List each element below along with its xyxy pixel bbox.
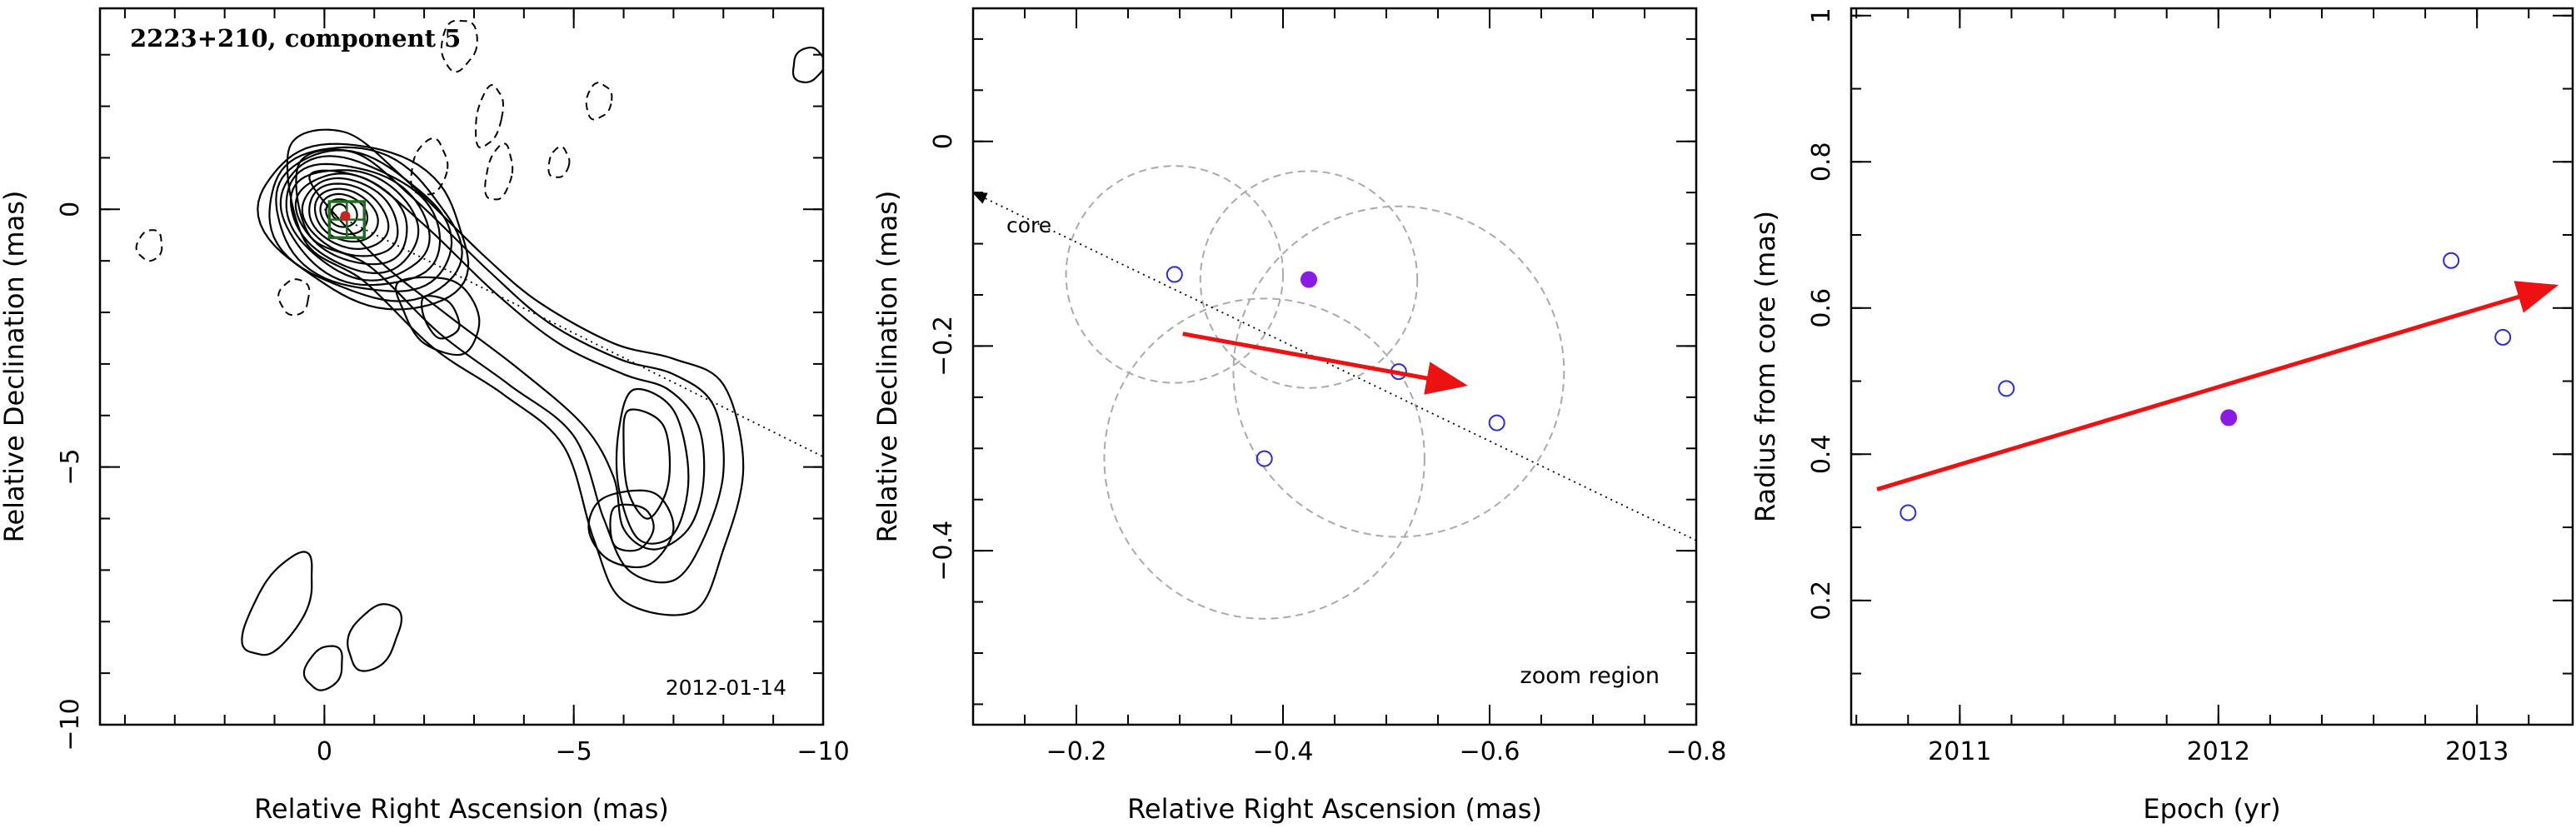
uncertainty-circles [1065, 165, 1565, 620]
core-contour [301, 177, 399, 257]
x-tick-label: −10 [796, 737, 849, 766]
open-point [2443, 252, 2460, 269]
negative-contour [135, 229, 163, 262]
x-tick-labels: 2011 2012 2013 [1928, 737, 2509, 766]
isolated-contour [347, 603, 403, 672]
motion-arrow [1182, 332, 1468, 395]
plot-frame [98, 7, 825, 726]
core-contour [313, 187, 379, 243]
panel-title: 2223+210, component 5 [130, 24, 461, 52]
core-contour [268, 146, 463, 302]
x-tick-label: −0.2 [1046, 737, 1107, 766]
radius-points [1900, 252, 2512, 521]
x-tick-label: −0.8 [1666, 737, 1727, 766]
jet-contour [295, 148, 725, 584]
negative-contour [277, 278, 311, 317]
x-tick-label: 2013 [2445, 737, 2509, 766]
epoch-date-label: 2012-01-14 [666, 676, 786, 700]
position-points [1166, 266, 1505, 467]
negative-contours [135, 19, 613, 317]
axis-ticks [972, 8, 1697, 725]
open-point [1900, 504, 1917, 521]
core-contour [289, 169, 420, 275]
negative-contour [484, 142, 514, 201]
open-point [2494, 328, 2512, 346]
jet-contour [609, 503, 655, 552]
x-tick-labels: −0.2 −0.4 −0.6 −0.8 [1046, 737, 1727, 766]
y-tick-label: 0.8 [1807, 142, 1836, 182]
core-contour [279, 155, 442, 287]
filled-point [2220, 409, 2238, 426]
y-tick-label: −0.4 [929, 521, 958, 581]
core-contour [308, 182, 390, 251]
trend-line [971, 192, 1697, 541]
trend-line [323, 208, 823, 458]
isolated-contour [302, 645, 343, 691]
core-label: core [1006, 213, 1051, 237]
jet-contour [587, 489, 675, 568]
x-axis-label: Relative Right Ascension (mas) [254, 793, 669, 825]
negative-contour [547, 146, 571, 178]
x-tick-label: 2011 [1928, 737, 1991, 766]
jet-contour [286, 128, 745, 616]
isolated-contour [791, 46, 823, 83]
x-tick-label: −0.6 [1460, 737, 1520, 766]
x-tick-label: 2012 [2187, 737, 2250, 766]
isolated-contour [241, 551, 313, 656]
uncertainty-circle [1065, 165, 1285, 384]
core-contour [275, 149, 453, 292]
jet-contour [395, 276, 481, 357]
zoom-region-label: zoom region [1520, 663, 1660, 689]
y-tick-label: −0.2 [929, 316, 958, 377]
y-tick-labels: 0 −0.2 −0.4 [929, 133, 958, 581]
x-axis-label: Relative Right Ascension (mas) [1127, 793, 1542, 825]
y-tick-label: 0.2 [1807, 581, 1836, 621]
negative-contour [440, 19, 478, 73]
uncertainty-circle [1199, 170, 1419, 389]
x-tick-label: 0 [317, 737, 332, 766]
y-tick-label: 0 [56, 202, 85, 217]
zoom-panel: core zoom region −0.2 −0.4 −0.6 −0.8 0−0.2−… [871, 7, 1727, 825]
y-axis-label: Radius from core (mas) [1750, 211, 1781, 522]
y-axis-label: Relative Declination (mas) [0, 191, 30, 543]
y-tick-labels: 0.2 0.4 0.6 0.8 1 [1807, 7, 1836, 620]
negative-contour [585, 82, 613, 121]
open-point [1256, 450, 1273, 467]
jet-contour [615, 387, 690, 545]
jet-contour [622, 408, 671, 520]
y-tick-label: 0.6 [1807, 288, 1836, 328]
contour-lines [241, 46, 823, 691]
uncertainty-circle [1232, 205, 1565, 538]
y-tick-labels: 0 −5 −10 [56, 202, 85, 751]
y-tick-label: 1 [1807, 7, 1836, 23]
jet-contour [308, 169, 706, 551]
x-axis-label: Epoch (yr) [2143, 793, 2280, 825]
x-tick-label: −5 [556, 737, 592, 766]
y-tick-label: 0 [929, 133, 958, 149]
x-tick-label: −0.4 [1253, 737, 1314, 766]
y-tick-label: 0.4 [1807, 434, 1836, 474]
uncertainty-circle [1103, 297, 1425, 620]
open-point [1488, 414, 1505, 431]
contour-panel: 2223+210, component 5 2012-01-14 0 −5 −10 … [0, 7, 850, 825]
radius-epoch-panel: 2011 2012 2013 0.2 0.4 0.6 0.8 1 Epoch (yr) Ra… [1750, 7, 2574, 825]
motion-fit-arrow [1876, 281, 2559, 491]
plot-frame [1850, 7, 2574, 726]
y-tick-label: −5 [56, 449, 85, 486]
open-point [1166, 266, 1183, 283]
x-tick-labels: 0 −5 −10 [317, 737, 850, 766]
core-contour [257, 142, 470, 311]
y-axis-label: Relative Declination (mas) [871, 191, 903, 543]
axis-ticks [100, 8, 824, 726]
jet-contour [421, 295, 461, 340]
filled-point [1300, 271, 1317, 288]
plot-frame [971, 7, 1698, 726]
open-point [1998, 380, 2015, 397]
negative-contour [475, 83, 505, 149]
y-tick-label: −10 [56, 698, 85, 751]
negative-contour [410, 137, 449, 196]
component-marker [340, 211, 351, 222]
axis-ticks [1851, 8, 2573, 725]
